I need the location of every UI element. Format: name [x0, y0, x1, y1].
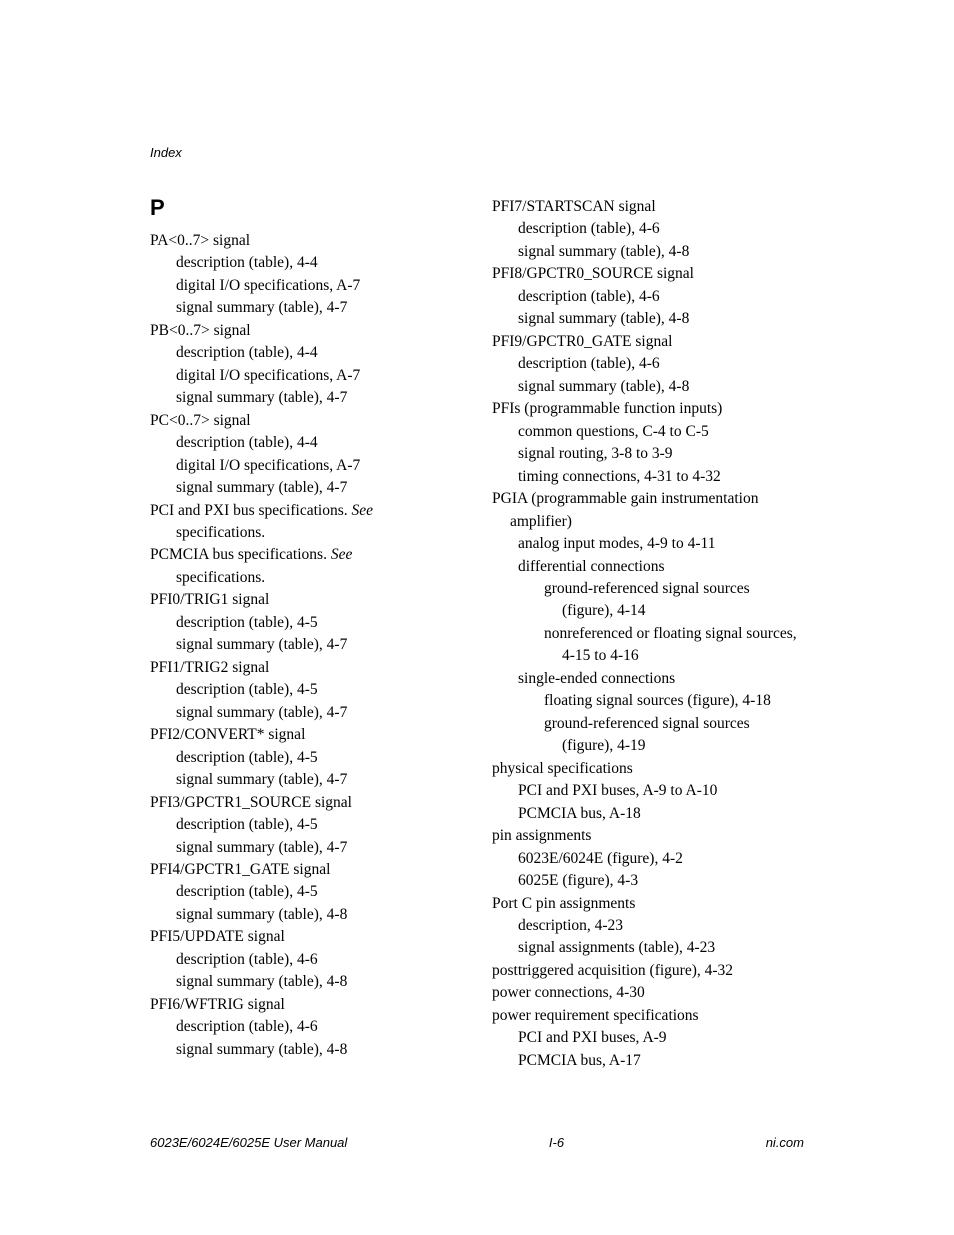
footer-left: 6023E/6024E/6025E User Manual [150, 1135, 347, 1150]
index-entry: signal summary (table), 4-8 [518, 376, 804, 398]
index-entry: common questions, C-4 to C-5 [518, 421, 804, 443]
index-entry: signal summary (table), 4-7 [176, 702, 462, 724]
index-entry: digital I/O specifications, A-7 [176, 365, 462, 387]
index-entry: PFI7/STARTSCAN signal [492, 196, 804, 218]
left-column: P PA<0..7> signaldescription (table), 4-… [150, 192, 462, 1072]
index-columns: P PA<0..7> signaldescription (table), 4-… [150, 192, 804, 1072]
index-entry: PCI and PXI buses, A-9 [518, 1027, 804, 1049]
index-entry: description (table), 4-5 [176, 679, 462, 701]
index-entry: floating signal sources (figure), 4-18 [544, 690, 804, 712]
index-entry: PCMCIA bus specifications. See [150, 544, 462, 566]
index-entry: digital I/O specifications, A-7 [176, 275, 462, 297]
page-footer: 6023E/6024E/6025E User Manual I-6 ni.com [150, 1135, 804, 1150]
index-entry: timing connections, 4-31 to 4-32 [518, 466, 804, 488]
index-entry: ground-referenced signal sources (figure… [544, 713, 804, 758]
index-entry: nonreferenced or floating signal sources… [544, 623, 804, 668]
index-entry: power requirement specifications [492, 1005, 804, 1027]
index-entry: PB<0..7> signal [150, 320, 462, 342]
index-entry: specifications. [176, 567, 462, 589]
index-entry: PCI and PXI buses, A-9 to A-10 [518, 780, 804, 802]
index-entry: PFI9/GPCTR0_GATE signal [492, 331, 804, 353]
index-entry: signal summary (table), 4-7 [176, 477, 462, 499]
index-entry: PGIA (programmable gain instrumentation … [492, 488, 804, 533]
index-entry: signal summary (table), 4-7 [176, 769, 462, 791]
index-entry: description (table), 4-5 [176, 612, 462, 634]
index-entry: description (table), 4-6 [518, 353, 804, 375]
section-letter: P [150, 192, 462, 224]
index-entry: signal summary (table), 4-8 [518, 308, 804, 330]
index-entry: signal summary (table), 4-7 [176, 837, 462, 859]
index-entry: differential connections [518, 556, 804, 578]
index-entry: digital I/O specifications, A-7 [176, 455, 462, 477]
index-entry: pin assignments [492, 825, 804, 847]
index-entry: description (table), 4-4 [176, 252, 462, 274]
index-entry: description (table), 4-6 [176, 1016, 462, 1038]
index-entry: PFI5/UPDATE signal [150, 926, 462, 948]
index-entry: description (table), 4-5 [176, 881, 462, 903]
index-entry: signal summary (table), 4-7 [176, 387, 462, 409]
index-entry: description, 4-23 [518, 915, 804, 937]
index-entry: single-ended connections [518, 668, 804, 690]
index-entry: PFI8/GPCTR0_SOURCE signal [492, 263, 804, 285]
index-entry: PC<0..7> signal [150, 410, 462, 432]
index-entry: PCMCIA bus, A-17 [518, 1050, 804, 1072]
index-entry: ground-referenced signal sources (figure… [544, 578, 804, 623]
index-entry: signal routing, 3-8 to 3-9 [518, 443, 804, 465]
index-entry: power connections, 4-30 [492, 982, 804, 1004]
index-entry: PFIs (programmable function inputs) [492, 398, 804, 420]
index-entry: PFI4/GPCTR1_GATE signal [150, 859, 462, 881]
index-entry: description (table), 4-6 [518, 286, 804, 308]
index-entry: description (table), 4-4 [176, 342, 462, 364]
index-entry: PFI0/TRIG1 signal [150, 589, 462, 611]
index-entry: description (table), 4-5 [176, 747, 462, 769]
index-entry: description (table), 4-6 [176, 949, 462, 971]
index-entry: signal summary (table), 4-8 [518, 241, 804, 263]
index-entry: PA<0..7> signal [150, 230, 462, 252]
footer-center: I-6 [549, 1135, 564, 1150]
index-entry: 6023E/6024E (figure), 4-2 [518, 848, 804, 870]
index-entry: description (table), 4-5 [176, 814, 462, 836]
index-entry: PFI2/CONVERT* signal [150, 724, 462, 746]
index-entry: signal summary (table), 4-7 [176, 634, 462, 656]
index-entry: description (table), 4-4 [176, 432, 462, 454]
index-entry: physical specifications [492, 758, 804, 780]
index-entry: description (table), 4-6 [518, 218, 804, 240]
index-entry: PCI and PXI bus specifications. See [150, 500, 462, 522]
index-entry: analog input modes, 4-9 to 4-11 [518, 533, 804, 555]
index-entry: specifications. [176, 522, 462, 544]
index-entry: signal assignments (table), 4-23 [518, 937, 804, 959]
index-entry: signal summary (table), 4-7 [176, 297, 462, 319]
index-entry: signal summary (table), 4-8 [176, 904, 462, 926]
index-entry: 6025E (figure), 4-3 [518, 870, 804, 892]
index-entry: posttriggered acquisition (figure), 4-32 [492, 960, 804, 982]
index-entry: PFI3/GPCTR1_SOURCE signal [150, 792, 462, 814]
footer-right: ni.com [766, 1135, 804, 1150]
index-entry: PFI1/TRIG2 signal [150, 657, 462, 679]
page-header: Index [150, 145, 804, 160]
index-entry: signal summary (table), 4-8 [176, 971, 462, 993]
index-entry: Port C pin assignments [492, 893, 804, 915]
index-entry: PFI6/WFTRIG signal [150, 994, 462, 1016]
index-entry: PCMCIA bus, A-18 [518, 803, 804, 825]
index-page: Index P PA<0..7> signaldescription (tabl… [0, 0, 954, 1235]
right-column: PFI7/STARTSCAN signaldescription (table)… [492, 192, 804, 1072]
index-entry: signal summary (table), 4-8 [176, 1039, 462, 1061]
